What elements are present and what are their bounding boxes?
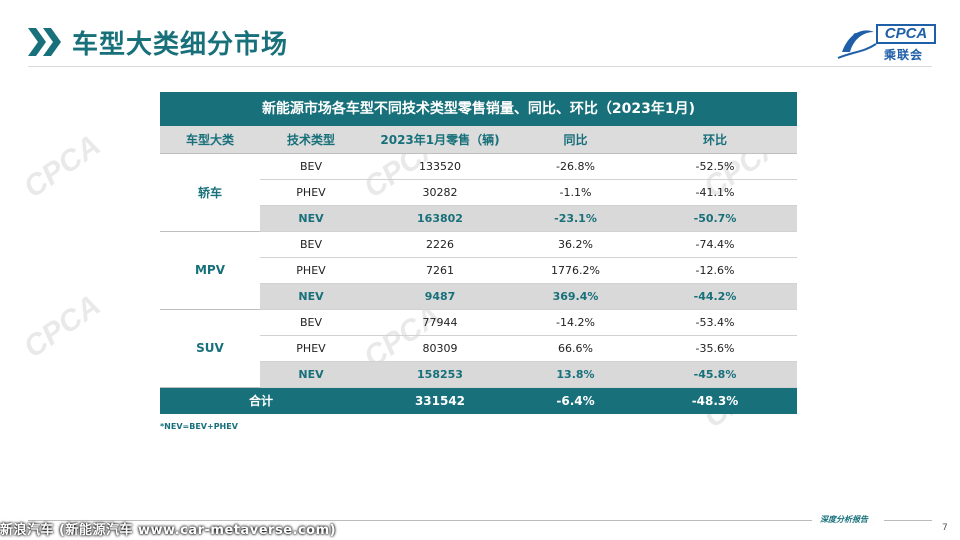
tech-type-cell: BEV: [260, 309, 362, 336]
double-chevron-icon: [28, 28, 61, 56]
table-title: 新能源市场各车型不同技术类型零售销量、同比、环比（2023年1月): [160, 92, 797, 126]
logo-text: CPCA: [876, 24, 936, 44]
sales-cell: 9487: [362, 283, 518, 310]
tech-type-cell: PHEV: [260, 179, 362, 206]
sales-table-panel: 新能源市场各车型不同技术类型零售销量、同比、环比（2023年1月) 车型大类 技…: [160, 92, 797, 414]
watermark-logo: CPCA: [17, 128, 107, 205]
tech-type-cell: NEV: [260, 205, 362, 232]
sales-table: 车型大类 技术类型 2023年1月零售（辆) 同比 环比 轿车 BEV 1335…: [160, 126, 797, 414]
sales-cell: 163802: [362, 205, 518, 232]
table-row: PHEV 80309 66.6% -35.6%: [160, 335, 797, 362]
mom-cell: -45.8%: [633, 361, 797, 388]
sales-cell: 158253: [362, 361, 518, 388]
logo-subtext: 乘联会: [884, 48, 924, 62]
mom-cell: -44.2%: [633, 283, 797, 310]
tech-type-cell: BEV: [260, 231, 362, 258]
yoy-cell: -14.2%: [518, 309, 633, 336]
sales-cell: 80309: [362, 335, 518, 362]
table-row-nev: NEV 158253 13.8% -45.8%: [160, 361, 797, 388]
table-row-nev: NEV 9487 369.4% -44.2%: [160, 283, 797, 310]
table-row: PHEV 7261 1776.2% -12.6%: [160, 257, 797, 284]
source-watermark: 新浪汽车 (新能源汽车 www.car-metaverse.com): [0, 523, 337, 538]
yoy-cell: 13.8%: [518, 361, 633, 388]
table-row-nev: NEV 163802 -23.1% -50.7%: [160, 205, 797, 232]
sales-cell: 30282: [362, 179, 518, 206]
yoy-cell: -26.8%: [518, 153, 633, 180]
table-row: 轿车 BEV 133520 -26.8% -52.5%: [160, 153, 797, 232]
page-number: 7: [942, 523, 948, 533]
column-header: 同比: [518, 126, 633, 154]
column-header: 环比: [633, 126, 797, 154]
column-header: 2023年1月零售（辆): [362, 126, 518, 154]
table-row: PHEV 30282 -1.1% -41.1%: [160, 179, 797, 206]
mom-cell: -12.6%: [633, 257, 797, 284]
report-label: 深度分析报告: [820, 515, 868, 524]
sales-cell: 133520: [362, 153, 518, 180]
total-sales-cell: 331542: [362, 387, 518, 414]
mom-cell: -53.4%: [633, 309, 797, 336]
column-header: 技术类型: [260, 126, 362, 154]
header-divider: [28, 66, 932, 67]
category-cell: SUV: [160, 309, 260, 388]
page-title: 车型大类细分市场: [72, 30, 289, 60]
sales-cell: 77944: [362, 309, 518, 336]
footer-divider: [28, 520, 812, 521]
mom-cell: -74.4%: [633, 231, 797, 258]
tech-type-cell: PHEV: [260, 257, 362, 284]
table-header-row: 车型大类 技术类型 2023年1月零售（辆) 同比 环比: [160, 126, 797, 154]
footnote: *NEV=BEV+PHEV: [160, 422, 238, 431]
yoy-cell: -23.1%: [518, 205, 633, 232]
column-header: 车型大类: [160, 126, 260, 154]
tech-type-cell: PHEV: [260, 335, 362, 362]
sales-cell: 2226: [362, 231, 518, 258]
mom-cell: -52.5%: [633, 153, 797, 180]
mom-cell: -35.6%: [633, 335, 797, 362]
category-cell: MPV: [160, 231, 260, 310]
tech-type-cell: NEV: [260, 283, 362, 310]
mom-cell: -41.1%: [633, 179, 797, 206]
cpca-logo: CPCA 乘联会: [836, 22, 940, 62]
table-row: SUV BEV 77944 -14.2% -53.4%: [160, 309, 797, 388]
footer-divider: [884, 520, 932, 521]
watermark-logo: CPCA: [17, 288, 107, 365]
table-total-row: 合计 331542 -6.4% -48.3%: [160, 387, 797, 414]
yoy-cell: 369.4%: [518, 283, 633, 310]
tech-type-cell: BEV: [260, 153, 362, 180]
yoy-cell: -1.1%: [518, 179, 633, 206]
total-mom-cell: -48.3%: [633, 387, 797, 414]
yoy-cell: 1776.2%: [518, 257, 633, 284]
slide-header: 车型大类细分市场 CPCA 乘联会: [0, 0, 960, 80]
yoy-cell: 66.6%: [518, 335, 633, 362]
table-row: MPV BEV 2226 36.2% -74.4%: [160, 231, 797, 310]
swirl-emblem-icon: [837, 30, 877, 59]
sales-cell: 7261: [362, 257, 518, 284]
mom-cell: -50.7%: [633, 205, 797, 232]
yoy-cell: 36.2%: [518, 231, 633, 258]
category-cell: 轿车: [160, 153, 260, 232]
tech-type-cell: NEV: [260, 361, 362, 388]
total-label: 合计: [160, 387, 362, 414]
total-yoy-cell: -6.4%: [518, 387, 633, 414]
